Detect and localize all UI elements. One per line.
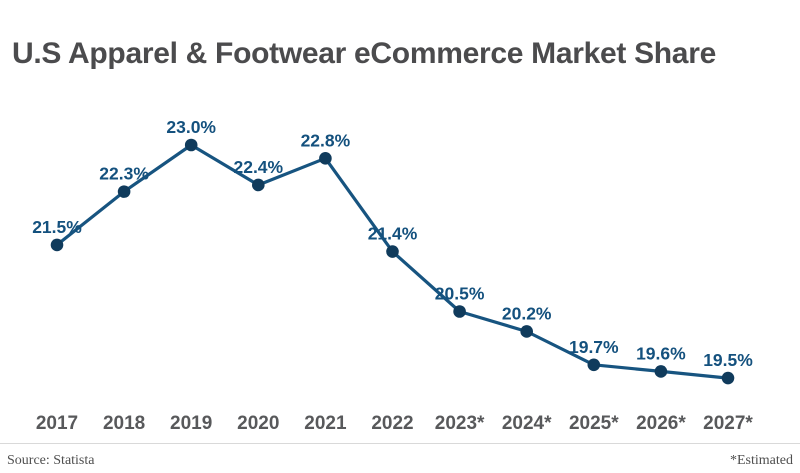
footer-divider — [0, 443, 800, 444]
x-axis-label: 2026* — [636, 413, 686, 434]
data-point — [50, 238, 64, 252]
value-label: 23.0% — [166, 117, 216, 137]
value-label: 20.5% — [435, 284, 485, 304]
chart-title: U.S Apparel & Footwear eCommerce Market … — [12, 37, 716, 70]
x-axis-label: 2023* — [435, 413, 485, 434]
data-point — [319, 152, 332, 165]
data-point — [654, 365, 668, 378]
value-label: 19.7% — [569, 337, 619, 357]
value-label: 21.5% — [32, 217, 82, 237]
data-point — [184, 138, 198, 152]
data-point — [520, 325, 533, 338]
value-label: 21.4% — [368, 224, 418, 244]
x-axis-label: 2025* — [569, 413, 619, 434]
data-point — [453, 305, 466, 318]
data-point — [587, 358, 601, 372]
x-axis-label: 2020 — [237, 413, 279, 434]
data-point — [251, 178, 265, 192]
trend-line — [55, 143, 730, 380]
value-label: 22.3% — [99, 164, 149, 184]
x-axis-label: 2024* — [502, 413, 552, 434]
value-label: 22.4% — [233, 157, 283, 177]
data-point — [721, 371, 735, 385]
footer: Source: Statista *Estimated — [0, 450, 800, 473]
value-label: 20.2% — [502, 303, 552, 323]
data-point — [117, 185, 131, 198]
x-axis-label: 2019 — [170, 413, 212, 434]
value-label: 19.6% — [636, 343, 686, 363]
x-axis-label: 2022 — [371, 413, 413, 434]
x-axis-label: 2021 — [304, 413, 347, 434]
estimated-note: *Estimated — [730, 453, 793, 468]
x-axis-label: 2027* — [703, 413, 753, 434]
value-label: 22.8% — [301, 130, 351, 150]
x-axis-label: 2017 — [36, 413, 78, 434]
x-axis-label: 2018 — [103, 413, 145, 434]
value-label: 19.5% — [703, 350, 753, 370]
data-point — [386, 245, 399, 258]
source-credit: Source: Statista — [7, 453, 95, 468]
